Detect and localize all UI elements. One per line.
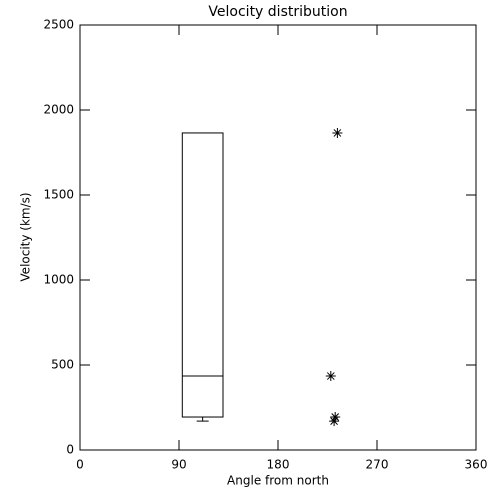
chart-title: Velocity distribution — [208, 4, 347, 20]
y-tick-label: 2000 — [43, 103, 74, 117]
x-axis-label: Angle from north — [227, 474, 329, 488]
asterisk-point — [329, 416, 340, 427]
y-tick-label: 1000 — [43, 273, 74, 287]
y-tick-label: 0 — [66, 443, 74, 457]
asterisk-point — [332, 127, 343, 138]
y-axis-label: Velocity (km/s) — [19, 192, 33, 281]
y-tick-label: 500 — [51, 358, 74, 372]
y-tick-label: 1500 — [43, 188, 74, 202]
asterisk-point — [330, 412, 341, 423]
x-tick-label: 0 — [76, 458, 84, 472]
y-tick-label: 2500 — [43, 18, 74, 32]
x-tick-label: 270 — [366, 458, 389, 472]
asterisk-point — [325, 371, 336, 382]
x-tick-label: 180 — [267, 458, 290, 472]
x-tick-label: 90 — [171, 458, 186, 472]
x-tick-label: 360 — [465, 458, 488, 472]
